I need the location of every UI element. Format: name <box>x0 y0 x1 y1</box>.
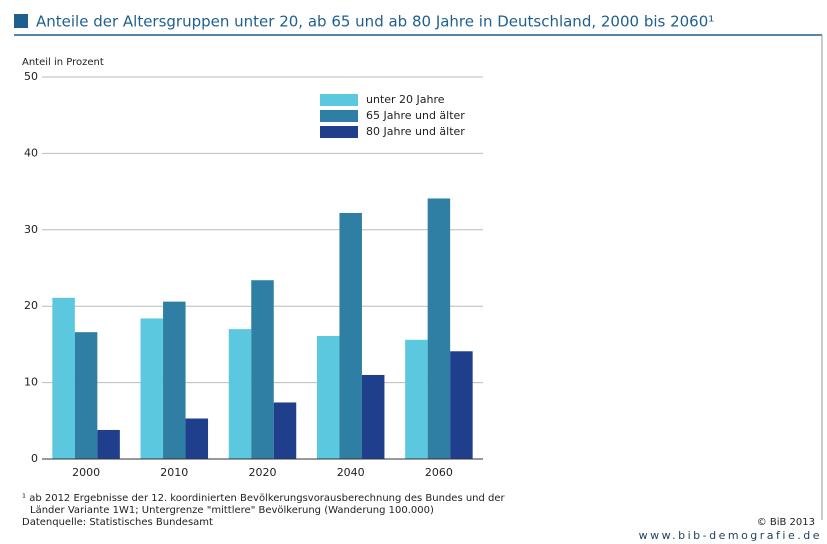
legend-label: 65 Jahre und älter <box>366 109 465 122</box>
bar <box>185 418 209 459</box>
footnote: Länder Variante 1W1; Untergrenze "mittle… <box>30 505 434 516</box>
website: www.bib-demografie.de <box>639 529 822 542</box>
bar <box>339 212 362 459</box>
bar <box>273 402 297 459</box>
title-icon <box>14 14 28 28</box>
legend-swatch <box>320 126 358 138</box>
bar <box>450 351 473 459</box>
legend-swatch <box>320 94 358 106</box>
x-tick-label: 2060 <box>425 466 453 479</box>
chart-title: Anteile der Altersgruppen unter 20, ab 6… <box>36 13 714 31</box>
bar <box>163 301 186 459</box>
bar <box>251 280 274 459</box>
bar <box>74 332 98 459</box>
y-tick-label: 50 <box>24 70 38 83</box>
y-tick-label: 30 <box>24 223 38 236</box>
y-tick-label: 0 <box>31 452 38 465</box>
bar <box>140 318 164 459</box>
bar <box>316 335 340 459</box>
y-tick-label: 10 <box>24 376 38 389</box>
bar <box>361 374 385 459</box>
legend-label: 80 Jahre und älter <box>366 125 465 138</box>
y-tick-label: 40 <box>24 146 38 159</box>
legend-label: unter 20 Jahre <box>366 93 445 106</box>
y-tick-label: 20 <box>24 299 38 312</box>
copyright: © BiB 2013 <box>757 517 815 528</box>
x-tick-label: 2000 <box>72 466 100 479</box>
y-axis-label: Anteil in Prozent <box>22 57 104 68</box>
x-tick-label: 2040 <box>337 466 365 479</box>
bar <box>97 429 120 459</box>
bar <box>228 329 252 459</box>
x-tick-label: 2020 <box>249 466 277 479</box>
bar <box>52 297 75 459</box>
legend-swatch <box>320 110 358 122</box>
footnote: Datenquelle: Statistisches Bundesamt <box>22 517 213 528</box>
bar <box>427 198 451 459</box>
footnote: ¹ ab 2012 Ergebnisse der 12. koordiniert… <box>22 493 506 504</box>
bar <box>405 339 428 459</box>
x-tick-label: 2010 <box>160 466 188 479</box>
